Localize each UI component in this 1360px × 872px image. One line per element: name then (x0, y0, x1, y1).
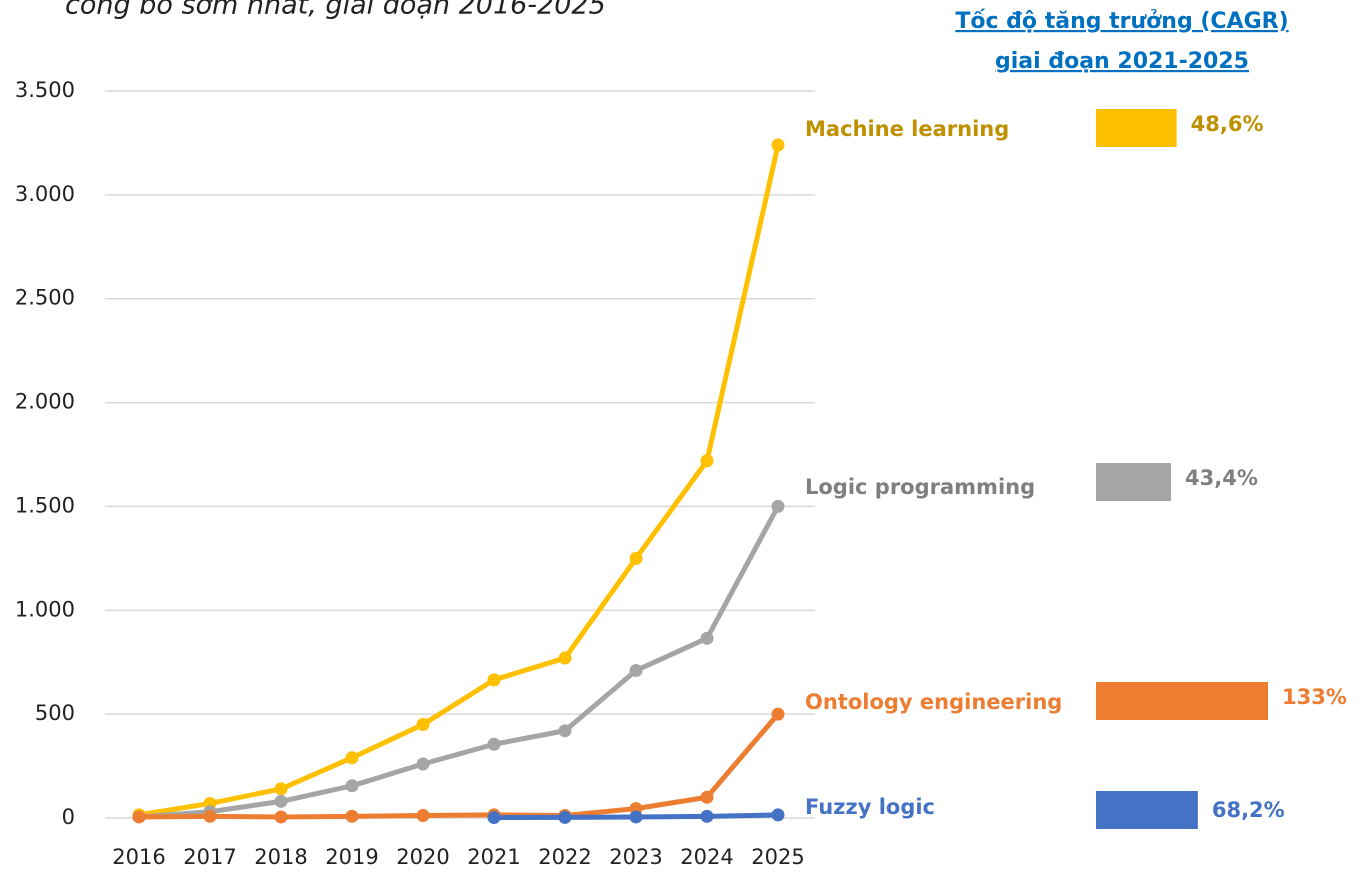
x-tick-label: 2017 (183, 845, 236, 869)
y-tick-label: 3.000 (15, 182, 75, 206)
y-tick-label: 500 (35, 701, 75, 725)
y-tick-label: 0 (62, 805, 75, 829)
point (416, 809, 430, 823)
point (132, 810, 146, 824)
point (700, 631, 714, 645)
y-tick-label: 1.500 (15, 493, 75, 517)
point (629, 664, 643, 678)
series-label: Machine learning (805, 117, 1009, 141)
y-tick-label: 2.500 (15, 286, 75, 310)
series-line (138, 712, 780, 820)
x-tick-label: 2016 (112, 845, 165, 869)
point (416, 757, 430, 771)
point (274, 810, 288, 824)
point (203, 809, 217, 823)
side-title: giai đoạn 2021-2025 (995, 49, 1249, 74)
y-tick-label: 2.000 (15, 390, 75, 414)
point (487, 737, 501, 751)
x-tick-label: 2025 (751, 845, 804, 869)
x-tick-label: 2023 (609, 845, 662, 869)
cagr-bar (1096, 791, 1198, 829)
point (771, 707, 785, 721)
point (558, 810, 572, 824)
point (416, 718, 430, 732)
cagr-label: 48,6% (1191, 112, 1264, 136)
series-line (138, 144, 781, 818)
chart-title: công bố sớm nhất, giai đoạn 2016-2025 (65, 0, 606, 21)
cagr-label: 68,2% (1212, 798, 1285, 822)
y-tick-label: 1.000 (15, 597, 75, 621)
point (274, 782, 288, 796)
point (345, 809, 359, 823)
point (487, 811, 501, 825)
cagr-label: 43,4% (1185, 466, 1258, 490)
x-tick-label: 2021 (467, 845, 520, 869)
cagr-bar (1096, 682, 1269, 720)
y-tick-label: 3.500 (15, 78, 75, 102)
x-tick-label: 2024 (680, 845, 733, 869)
series-label: Fuzzy logic (805, 795, 935, 819)
point (700, 809, 714, 823)
point (700, 454, 714, 468)
point (345, 779, 359, 793)
series-label: Logic programming (805, 475, 1035, 499)
point (771, 138, 785, 152)
point (771, 808, 785, 822)
point (558, 651, 572, 665)
x-tick-label: 2018 (254, 845, 307, 869)
side-title: Tốc độ tăng trưởng (CAGR) (955, 9, 1288, 34)
series-line (138, 505, 781, 820)
point (700, 790, 714, 804)
point (558, 724, 572, 738)
x-tick-label: 2022 (538, 845, 591, 869)
cagr-bar (1096, 463, 1172, 501)
point (487, 673, 501, 687)
point (629, 551, 643, 565)
point (629, 810, 643, 824)
cagr-bar (1096, 109, 1177, 147)
cagr-label: 133% (1282, 685, 1347, 709)
point (345, 751, 359, 765)
x-tick-label: 2020 (396, 845, 449, 869)
point (771, 499, 785, 513)
point (274, 794, 288, 808)
series-label: Ontology engineering (805, 690, 1062, 714)
x-tick-label: 2019 (325, 845, 378, 869)
